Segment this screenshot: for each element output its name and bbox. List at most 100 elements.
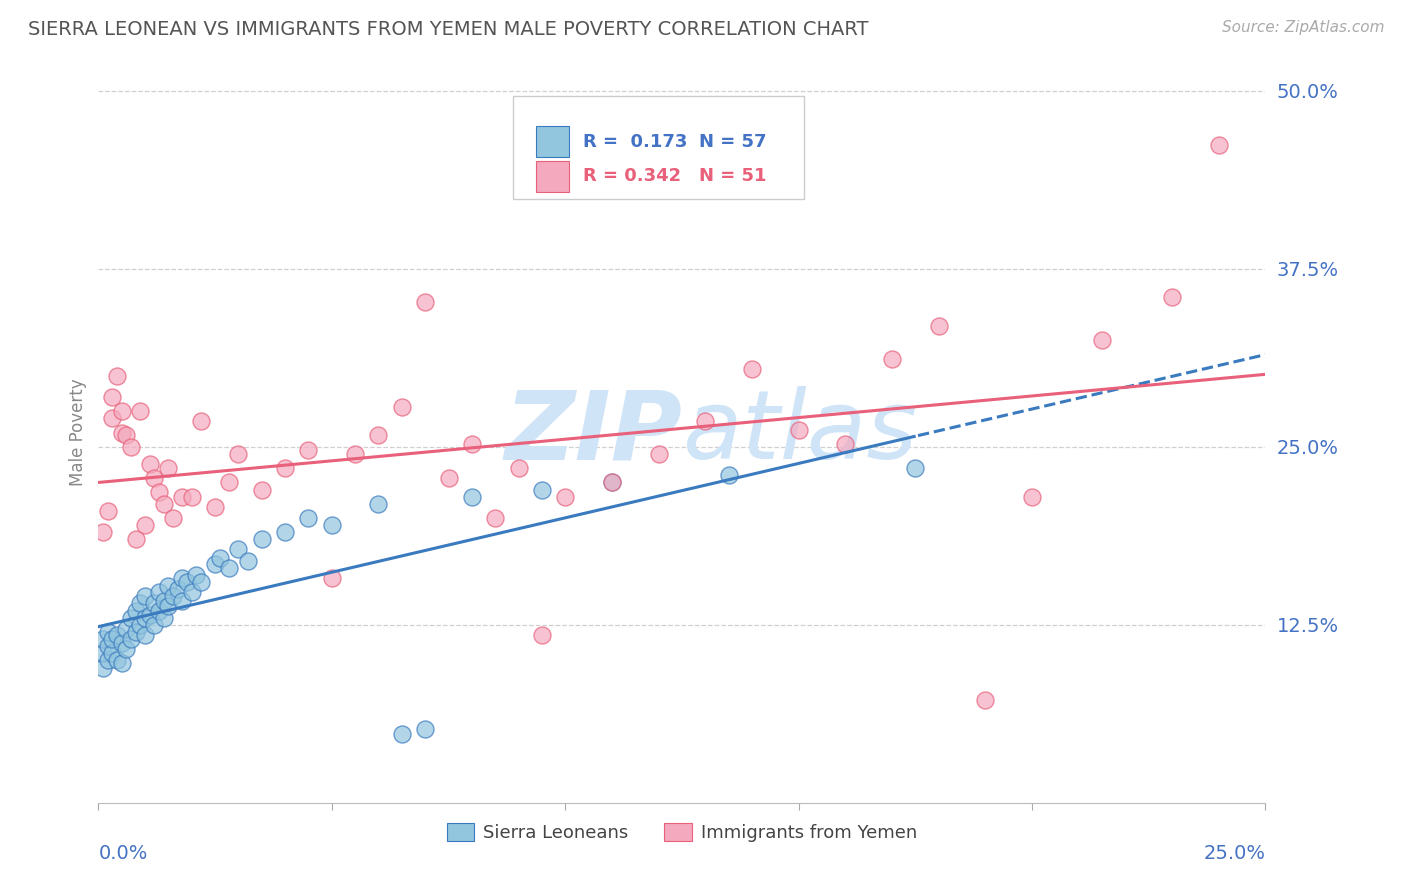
Point xyxy=(600,475,623,490)
Point xyxy=(647,447,669,461)
Point xyxy=(321,571,343,585)
Point xyxy=(461,437,484,451)
FancyBboxPatch shape xyxy=(513,95,804,200)
Point xyxy=(111,425,134,440)
Point xyxy=(787,423,810,437)
Point xyxy=(413,294,436,309)
Point xyxy=(413,722,436,736)
Point xyxy=(204,557,226,571)
Point xyxy=(97,653,120,667)
Text: 25.0%: 25.0% xyxy=(1204,844,1265,863)
Point xyxy=(391,727,413,741)
Y-axis label: Male Poverty: Male Poverty xyxy=(69,379,87,486)
Text: R = 0.342: R = 0.342 xyxy=(582,168,681,186)
Point xyxy=(105,628,128,642)
Point xyxy=(101,411,124,425)
Point xyxy=(166,582,188,597)
Point xyxy=(134,590,156,604)
Point xyxy=(218,561,240,575)
Point xyxy=(101,390,124,404)
Point xyxy=(143,471,166,485)
Point xyxy=(928,318,950,333)
Point xyxy=(228,447,250,461)
Point xyxy=(274,461,297,475)
Point xyxy=(111,404,134,418)
Point xyxy=(162,590,184,604)
Point xyxy=(250,483,273,497)
Point xyxy=(115,622,138,636)
Point xyxy=(91,525,114,540)
Point xyxy=(461,490,484,504)
Point xyxy=(344,447,367,461)
Point xyxy=(228,542,250,557)
Point xyxy=(741,361,763,376)
Point xyxy=(152,497,174,511)
Text: SIERRA LEONEAN VS IMMIGRANTS FROM YEMEN MALE POVERTY CORRELATION CHART: SIERRA LEONEAN VS IMMIGRANTS FROM YEMEN … xyxy=(28,20,869,38)
Point xyxy=(180,490,202,504)
Point xyxy=(554,490,576,504)
Point xyxy=(148,585,170,599)
Point xyxy=(1161,290,1184,304)
Point xyxy=(97,504,120,518)
Text: Source: ZipAtlas.com: Source: ZipAtlas.com xyxy=(1222,20,1385,35)
Point xyxy=(134,610,156,624)
Text: N = 51: N = 51 xyxy=(699,168,766,186)
Point xyxy=(1021,490,1043,504)
Point xyxy=(105,368,128,383)
Point xyxy=(91,646,114,660)
Text: N = 57: N = 57 xyxy=(699,133,766,151)
Point xyxy=(152,593,174,607)
Point xyxy=(530,628,553,642)
Point xyxy=(190,414,212,428)
Point xyxy=(97,624,120,639)
Point xyxy=(157,599,180,614)
Point xyxy=(297,511,319,525)
Point xyxy=(129,597,152,611)
Point xyxy=(904,461,927,475)
Point xyxy=(139,457,162,471)
Point xyxy=(101,632,124,646)
Text: atlas: atlas xyxy=(682,386,917,479)
Point xyxy=(1091,333,1114,347)
Point xyxy=(172,571,194,585)
Point xyxy=(176,575,198,590)
Point xyxy=(190,575,212,590)
Text: R =  0.173: R = 0.173 xyxy=(582,133,688,151)
Point xyxy=(834,437,856,451)
Point xyxy=(143,597,166,611)
Point xyxy=(218,475,240,490)
Point xyxy=(120,440,142,454)
Point xyxy=(111,657,134,671)
Point xyxy=(186,568,208,582)
Point xyxy=(152,610,174,624)
FancyBboxPatch shape xyxy=(536,161,568,192)
FancyBboxPatch shape xyxy=(536,127,568,157)
Point xyxy=(172,490,194,504)
Point xyxy=(120,632,142,646)
Point xyxy=(695,414,717,428)
Point xyxy=(129,404,152,418)
Point xyxy=(162,511,184,525)
Text: ZIP: ZIP xyxy=(503,386,682,479)
Point xyxy=(157,579,180,593)
Point xyxy=(91,632,114,646)
Point xyxy=(204,500,226,514)
Point xyxy=(236,554,259,568)
Point xyxy=(101,646,124,660)
Point xyxy=(1208,138,1230,153)
Point xyxy=(134,518,156,533)
Point xyxy=(880,351,903,366)
Point xyxy=(484,511,506,525)
Point xyxy=(321,518,343,533)
Point xyxy=(129,617,152,632)
Point xyxy=(97,639,120,653)
Point xyxy=(125,624,148,639)
Point xyxy=(297,442,319,457)
Point xyxy=(508,461,530,475)
Point xyxy=(367,497,389,511)
Point xyxy=(157,461,180,475)
Point xyxy=(105,653,128,667)
Point xyxy=(115,428,138,442)
Point xyxy=(134,628,156,642)
Point xyxy=(437,471,460,485)
